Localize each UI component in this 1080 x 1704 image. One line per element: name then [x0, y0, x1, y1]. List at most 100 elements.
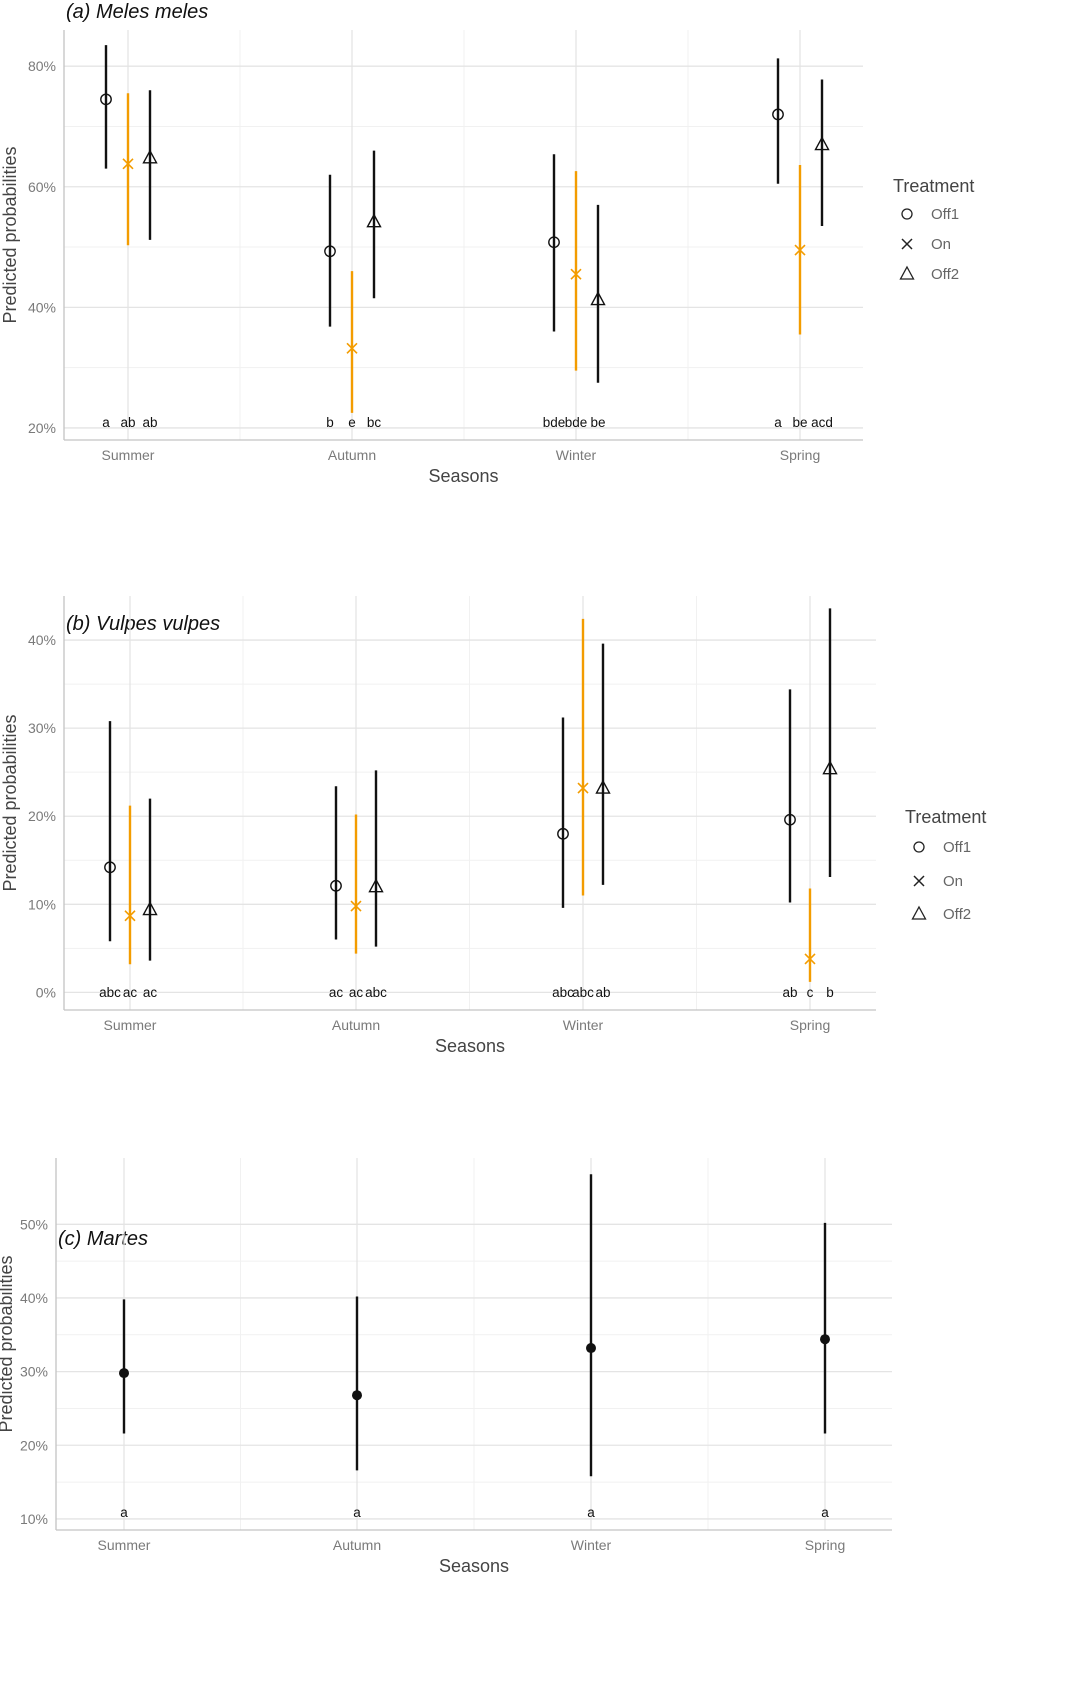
x-tick-label: Winter: [571, 1537, 612, 1553]
legend-label: Off1: [943, 839, 971, 856]
data-point-cross: [794, 244, 806, 256]
y-tick-label: 30%: [28, 720, 56, 736]
data-point-cross: [350, 900, 362, 912]
significance-letter: a: [587, 1505, 595, 1520]
data-point-cross: [577, 782, 589, 794]
significance-letter: e: [348, 415, 356, 430]
legend-label: Off2: [943, 906, 971, 923]
data-point-cross: [346, 342, 358, 354]
data-point-cross: [124, 910, 136, 922]
significance-letter: bde: [543, 415, 566, 430]
significance-letter: a: [353, 1505, 361, 1520]
x-axis-title: Seasons: [428, 466, 498, 486]
significance-letter: bc: [367, 415, 382, 430]
y-tick-label: 20%: [28, 808, 56, 824]
significance-letter: be: [792, 415, 807, 430]
x-tick-label: Winter: [556, 447, 597, 463]
x-axis-title: Seasons: [439, 1556, 509, 1576]
x-tick-label: Spring: [790, 1017, 830, 1033]
significance-letter: b: [826, 985, 834, 1000]
data-point-dot: [820, 1334, 830, 1345]
data-point-circle: [324, 245, 336, 258]
significance-letter: abc: [572, 985, 594, 1000]
y-tick-label: 0%: [36, 984, 56, 1000]
data-point-triangle: [814, 136, 830, 151]
significance-letter: ac: [349, 985, 364, 1000]
legend-key-triangle: [899, 265, 915, 280]
legend-key-circle: [901, 208, 913, 220]
legend: Treatment Off1 On Off2: [905, 807, 986, 923]
legend-label: On: [943, 873, 963, 890]
panel-a: (a) Meles meles 20% 40% 60% 80% Summer Autumn W…: [0, 1, 974, 486]
data-point-circle: [104, 861, 116, 874]
data-point-cross: [570, 268, 582, 280]
significance-letter: ac: [329, 985, 344, 1000]
panel-c: (c) Martes 10% 20% 30% 40% 50% Summer Autumn Win…: [0, 1158, 892, 1576]
x-tick-label: Summer: [102, 447, 155, 463]
significance-letter: ab: [142, 415, 157, 430]
data-point-circle: [772, 108, 784, 121]
x-tick-label: Summer: [104, 1017, 157, 1033]
panel-title: (c) Martes: [58, 1228, 148, 1250]
significance-letter: abc: [365, 985, 387, 1000]
legend-label: On: [931, 236, 951, 253]
data-point-circle: [557, 827, 569, 840]
data-point-triangle: [822, 760, 838, 775]
x-axis-title: Seasons: [435, 1036, 505, 1056]
significance-letter: ab: [595, 985, 610, 1000]
data-point-cross: [122, 158, 134, 170]
y-tick-label: 20%: [28, 420, 56, 436]
data-point-dot: [119, 1368, 129, 1379]
significance-letter: ac: [143, 985, 158, 1000]
data-point-triangle: [590, 291, 606, 306]
legend-key-cross: [913, 875, 925, 887]
x-tick-label: Winter: [563, 1017, 604, 1033]
y-tick-label: 20%: [20, 1437, 48, 1453]
panel-title: (a) Meles meles: [66, 1, 208, 23]
x-tick-label: Autumn: [332, 1017, 380, 1033]
y-tick-label: 80%: [28, 58, 56, 74]
legend-label: Off1: [931, 206, 959, 223]
significance-letter: ac: [123, 985, 138, 1000]
y-tick-label: 40%: [28, 632, 56, 648]
data-point-cross: [804, 953, 816, 965]
panel-b: (b) Vulpes vulpes 0% 10% 20% 30% 40% Summer Aut…: [0, 596, 986, 1056]
y-tick-label: 10%: [20, 1511, 48, 1527]
data-point-triangle: [142, 149, 158, 164]
significance-letter: a: [120, 1505, 128, 1520]
legend-key-cross: [901, 238, 913, 250]
significance-letter: c: [807, 985, 814, 1000]
data-point-circle: [330, 879, 342, 892]
significance-letter: abc: [99, 985, 121, 1000]
legend-key-circle: [913, 841, 925, 853]
significance-letter: be: [590, 415, 605, 430]
y-tick-label: 40%: [28, 299, 56, 315]
data-point-triangle: [595, 779, 611, 794]
y-tick-label: 10%: [28, 896, 56, 912]
y-tick-label: 60%: [28, 179, 56, 195]
data-point-circle: [548, 236, 560, 249]
data-point-circle: [100, 93, 112, 106]
panel-title: (b) Vulpes vulpes: [66, 613, 220, 635]
y-axis-title: Predicted probabilities: [0, 714, 20, 891]
significance-letter: ab: [782, 985, 797, 1000]
significance-letter: b: [326, 415, 334, 430]
x-tick-label: Summer: [98, 1537, 151, 1553]
x-tick-label: Spring: [780, 447, 820, 463]
y-axis-title: Predicted probabilities: [0, 146, 20, 323]
significance-letter: a: [102, 415, 110, 430]
legend-key-triangle: [911, 905, 927, 920]
data-point-triangle: [368, 878, 384, 893]
y-tick-label: 40%: [20, 1290, 48, 1306]
significance-letter: abc: [552, 985, 574, 1000]
y-tick-label: 50%: [20, 1216, 48, 1232]
significance-letter: acd: [811, 415, 833, 430]
data-point-dot: [586, 1343, 596, 1354]
data-point-dot: [352, 1390, 362, 1401]
significance-letter: a: [774, 415, 782, 430]
significance-letter: a: [821, 1505, 829, 1520]
significance-letter: ab: [120, 415, 135, 430]
data-point-triangle: [142, 901, 158, 916]
x-tick-label: Autumn: [333, 1537, 381, 1553]
